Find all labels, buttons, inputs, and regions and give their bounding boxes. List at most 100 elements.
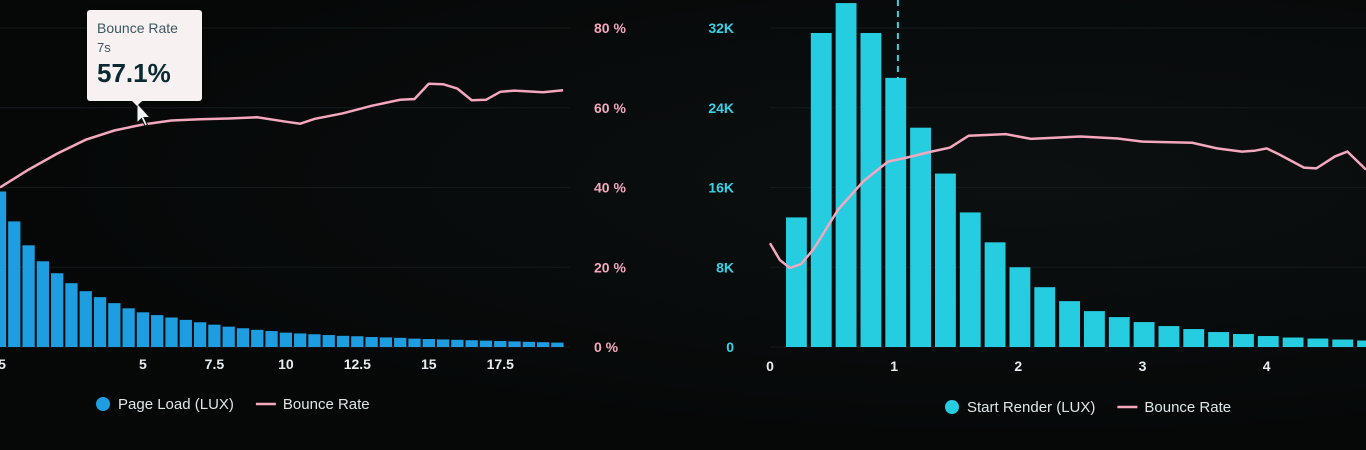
page-load-bar[interactable] [108,303,121,347]
page-load-bar[interactable] [0,191,7,347]
start-render-bar[interactable] [910,127,932,347]
legend-item[interactable]: Page Load (LUX) [96,396,234,413]
page-load-bar[interactable] [365,337,378,347]
bounce-rate-tooltip: Bounce Rate 7s 57.1% [87,10,202,101]
page-load-bar[interactable] [351,336,364,347]
page-load-bar[interactable] [408,338,421,347]
start-render-bar[interactable] [934,173,956,347]
page-load-bar[interactable] [551,342,564,347]
start-render-bar[interactable] [810,32,832,347]
y2-tick-label: 60 % [594,100,626,116]
start-render-bar[interactable] [1357,340,1366,347]
legend-circle-icon [96,397,110,411]
x-tick-label-left: 15 [421,356,437,372]
start-render-bar[interactable] [1257,336,1279,347]
page-load-bar[interactable] [22,245,35,347]
start-render-bar[interactable] [959,212,981,347]
x-tick-label-left: 10 [278,356,294,372]
x-tick-label-right: 3 [1139,358,1147,374]
page-load-bar[interactable] [79,291,92,347]
x-tick-label-left: 7.5 [205,356,225,372]
page-load-bar[interactable] [222,326,235,347]
page-load-bar[interactable] [379,337,393,347]
legend-circle-icon [945,400,959,414]
page-load-bar[interactable] [151,315,164,347]
page-load-bar[interactable] [279,332,293,347]
x-tick-label-left: 5 [139,356,147,372]
start-render-bar[interactable] [1307,338,1329,347]
start-render-bar[interactable] [1059,301,1081,347]
y2-tick-label: 0 % [594,339,619,355]
start-render-bar[interactable] [1332,339,1354,347]
page-load-bar[interactable] [394,337,407,347]
bounce-rate-line-left[interactable] [0,82,564,189]
legend-item[interactable]: Bounce Rate [1117,399,1231,416]
page-load-bar[interactable] [522,341,535,347]
start-render-bar[interactable] [1009,267,1031,347]
start-render-bar[interactable] [1282,337,1304,347]
x-tick-label-right: 1 [890,358,898,374]
page-load-bar[interactable] [179,319,192,347]
start-render-bar[interactable] [860,32,882,347]
x-tick-label-right: 2 [1014,358,1022,374]
x-tick-label-left: 17.5 [487,356,514,372]
x-tick-label-left: 5 [0,356,6,372]
y2-tick-label: 40 % [594,180,626,196]
page-load-bar[interactable] [36,261,50,347]
start-render-bar[interactable] [1183,329,1205,347]
start-render-bar[interactable] [1208,332,1230,347]
legend-label: Start Render (LUX) [967,399,1095,416]
start-render-bar[interactable] [1083,311,1105,347]
start-render-bar[interactable] [835,3,857,347]
start-render-bar[interactable] [1108,317,1130,347]
page-load-bar[interactable] [51,273,64,347]
y-tick-label-right: 24K [708,100,734,116]
page-load-bar[interactable] [251,329,264,347]
start-render-bar[interactable] [785,217,807,347]
mouse-pointer-icon [136,101,152,127]
page-load-bar[interactable] [208,324,221,347]
y-tick-label-right: 8K [716,259,734,275]
start-render-bar[interactable] [1133,322,1155,347]
page-load-bar[interactable] [336,335,350,347]
page-load-bar[interactable] [422,339,435,347]
page-load-bar[interactable] [236,328,250,347]
legend-label: Bounce Rate [283,396,370,413]
page-load-bar[interactable] [93,297,107,347]
x-tick-label-right: 4 [1263,358,1271,374]
page-load-bar[interactable] [465,340,478,347]
page-load-bar[interactable] [536,342,550,347]
start-render-bar[interactable] [885,77,907,347]
y-tick-label-right: 0 [726,339,734,355]
legend-item[interactable]: Start Render (LUX) [945,399,1095,416]
bounce-rate-line-right[interactable] [768,132,1366,270]
page-load-bar[interactable] [479,340,493,347]
page-load-bar[interactable] [136,312,150,347]
tooltip-arrow [130,99,144,106]
start-render-bar[interactable] [1232,334,1254,347]
tooltip-value: 57.1% [97,58,171,88]
page-load-bar[interactable] [265,331,278,347]
page-load-bar[interactable] [494,341,507,347]
page-load-bar[interactable] [8,221,21,347]
page-load-bar[interactable] [308,334,321,347]
page-load-bar[interactable] [122,308,135,347]
page-load-bar[interactable] [165,317,178,347]
page-load-bar[interactable] [294,333,307,347]
legend-label: Bounce Rate [1144,399,1231,416]
tooltip-subtitle: 7s [97,40,111,55]
start-render-bar[interactable] [1034,287,1056,347]
start-render-bar[interactable] [1158,326,1180,347]
page-load-bar[interactable] [193,322,207,347]
y-tick-label-right: 16K [708,180,734,196]
y-tick-label-right: 32K [708,20,734,36]
page-load-bar[interactable] [322,335,335,347]
page-load-bar[interactable] [508,341,521,347]
page-load-bar[interactable] [65,283,78,347]
page-load-bar[interactable] [436,339,450,347]
start-render-bar[interactable] [984,242,1006,347]
legend-item[interactable]: Bounce Rate [255,396,370,413]
page-load-bar[interactable] [451,339,464,347]
